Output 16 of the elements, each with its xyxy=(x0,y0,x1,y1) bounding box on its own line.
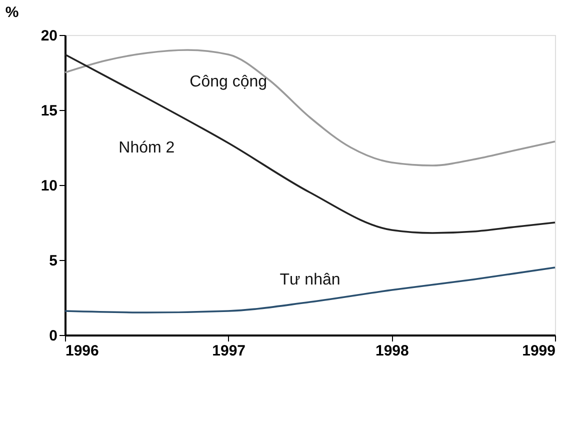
line-series xyxy=(64,266,556,314)
line-series xyxy=(64,54,556,234)
line-series xyxy=(64,49,556,166)
y-tick-label: 0 xyxy=(49,328,58,344)
x-tick-label: 1998 xyxy=(375,342,409,360)
y-axis-title: % xyxy=(5,4,19,21)
y-tick-label: 10 xyxy=(40,178,58,194)
y-tick-label: 20 xyxy=(40,28,58,44)
y-tick-label: 5 xyxy=(49,252,58,270)
x-tick-label: 1996 xyxy=(66,342,99,360)
series-label: Công cộng xyxy=(190,74,268,90)
series-label: Tư nhân xyxy=(280,272,340,288)
y-tick-label: 15 xyxy=(40,102,58,120)
x-tick-label: 1999 xyxy=(522,342,556,360)
x-tick-label: 1997 xyxy=(212,342,246,360)
series-label: Nhóm 2 xyxy=(118,140,175,156)
